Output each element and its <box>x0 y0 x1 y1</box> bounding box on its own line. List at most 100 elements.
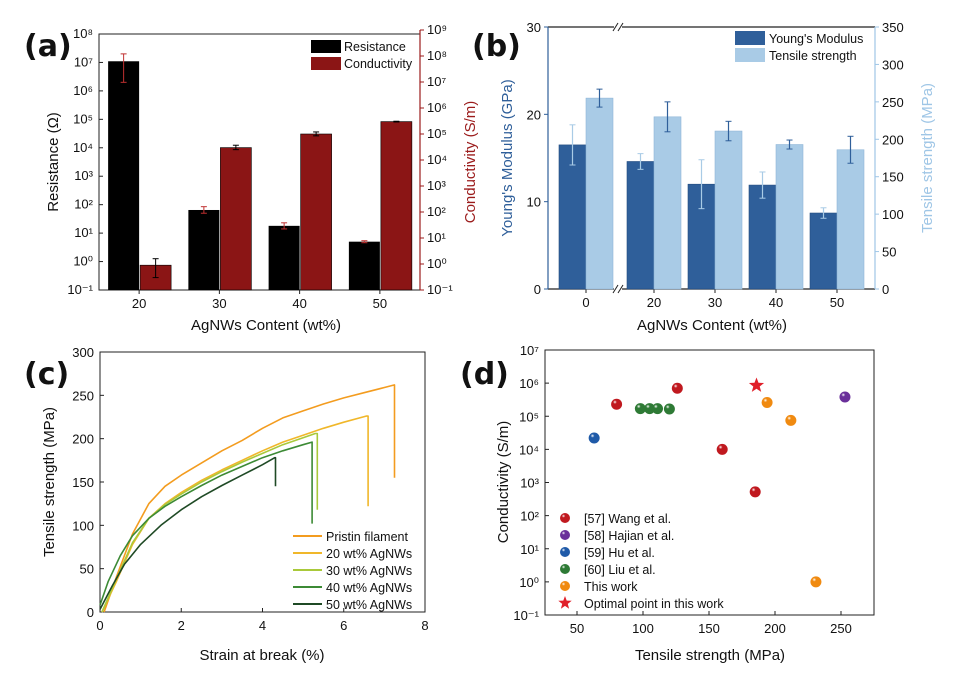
panel-a-ytick-label: 10⁴ <box>73 140 93 155</box>
panel-d-ytick-label: 10⁶ <box>519 376 539 391</box>
panel-a-xtick-label: 50 <box>373 296 387 311</box>
panel-a-ytick-label: 10² <box>74 197 93 212</box>
errorbar-tensile-strength <box>786 139 793 150</box>
panel-a-y2tick-label: 10⁶ <box>427 100 447 115</box>
panel-c-stress-strain: Strain at break (%) Tensile strength (MP… <box>41 345 429 664</box>
panel-a-ylabel: Resistance (Ω) <box>45 112 62 212</box>
panel-a-ytick-label: 10⁰ <box>73 254 93 269</box>
panel-a-y2tick-label: 10⁸ <box>427 48 447 63</box>
panel-d-xtick-label: 150 <box>698 621 720 636</box>
panel-a-legend: Resistance Conductivity <box>311 40 413 71</box>
curve-50-wt-agnws <box>99 456 277 610</box>
panel-d-ytick-label: 10³ <box>520 476 539 491</box>
panel-d-ytick-label: 10⁴ <box>519 442 539 457</box>
axis-break-mark <box>617 22 624 32</box>
panel-a-y2label: Conductivity (S/m) <box>462 101 479 224</box>
panel-a-ytick-label: 10¹ <box>74 225 93 240</box>
panel-c-xtick-label: 8 <box>421 618 428 633</box>
panel-b-y2tick-label: 150 <box>882 170 904 185</box>
legend-label-youngs-modulus: Young's Modulus <box>769 32 863 46</box>
axis-break-gap <box>614 285 622 293</box>
panel-a-y2tick-label: 10⁵ <box>427 126 447 141</box>
bar-resistance <box>108 61 140 290</box>
panel-d-ytick-label: 10⁷ <box>520 343 539 358</box>
point-optimal-point-in-this-work <box>748 377 765 392</box>
point-57-wang-et-al <box>716 443 728 455</box>
panel-label-d: (d) <box>460 357 509 392</box>
bar-tensile-strength <box>836 149 865 290</box>
panel-c-ytick-label: 150 <box>72 475 94 490</box>
errorbar-tensile-strength <box>596 88 603 108</box>
errorbar-resistance <box>361 240 368 244</box>
panel-b-xtick-label: 20 <box>647 295 661 310</box>
panel-b-xtick-label: 0 <box>582 295 589 310</box>
panel-b-xtick-label: 50 <box>830 295 844 310</box>
errorbar-conductivity <box>313 131 320 137</box>
errorbar-youngs-modulus <box>569 124 576 166</box>
panel-a-y2tick-label: 10² <box>427 204 446 219</box>
panel-d-ytick-label: 10⁵ <box>519 409 539 424</box>
errorbar-conductivity <box>232 144 239 151</box>
point-60-liu-et-al <box>644 403 656 415</box>
legend-marker-57-wang-et-al <box>560 513 570 523</box>
point-60-liu-et-al <box>652 403 664 415</box>
panel-d-xtick-label: 250 <box>830 621 852 636</box>
legend-marker-60-liu-et-al <box>560 564 570 574</box>
panel-c-xtick-label: 4 <box>259 618 266 633</box>
panel-a-y2tick-label: 10³ <box>427 178 446 193</box>
legend-swatch-youngs-modulus <box>735 31 765 45</box>
errorbar-conductivity <box>393 120 400 123</box>
errorbar-youngs-modulus <box>637 153 644 170</box>
legend-label-conductivity: Conductivity <box>344 57 413 71</box>
curve-40-wt-agnws <box>99 441 313 606</box>
bar-tensile-strength <box>714 130 743 290</box>
axis-break-gap <box>614 23 622 31</box>
legend-marker-59-hu-et-al <box>560 547 570 557</box>
axis-break-mark <box>612 284 619 294</box>
legend-label-20-wt-agnws: 20 wt% AgNWs <box>326 547 412 561</box>
panel-a-ytick-label: 10⁷ <box>74 54 93 69</box>
legend-label-30-wt-agnws: 30 wt% AgNWs <box>326 564 412 578</box>
errorbar-resistance <box>120 53 127 83</box>
panel-label-a: (a) <box>24 29 72 64</box>
legend-marker-58-hajian-et-al <box>560 530 570 540</box>
bar-youngs-modulus <box>748 184 777 290</box>
panel-label-b: (b) <box>472 29 521 64</box>
point-this-work <box>761 397 773 409</box>
panel-b-modulus-strength: AgNWs Content (wt%) Young's Modulus (GPa… <box>499 20 936 334</box>
panel-c-xtick-label: 6 <box>340 618 347 633</box>
errorbar-resistance <box>281 222 288 230</box>
panel-b-ylabel: Young's Modulus (GPa) <box>499 79 516 236</box>
panel-a-xtick-label: 40 <box>292 296 306 311</box>
errorbar-tensile-strength <box>725 120 732 142</box>
curve-pristin-filament <box>103 384 396 613</box>
panel-c-ytick-label: 100 <box>72 518 94 533</box>
legend-swatch-tensile-strength <box>735 48 765 62</box>
legend-label-50-wt-agnws: 50 wt% AgNWs <box>326 598 412 612</box>
panel-label-c: (c) <box>24 357 69 392</box>
panel-a-y2tick-label: 10⁹ <box>427 22 447 37</box>
bar-youngs-modulus <box>809 212 838 290</box>
legend-marker-this-work <box>560 581 570 591</box>
bar-tensile-strength <box>585 97 614 290</box>
panel-b-xtick-label: 30 <box>708 295 722 310</box>
panel-d-ytick-label: 10¹ <box>520 542 539 557</box>
point-57-wang-et-al <box>611 398 623 410</box>
panel-a-ytick-label: 10⁵ <box>73 111 93 126</box>
panel-d-ytick-label: 10⁰ <box>519 575 539 590</box>
axis-break-mark <box>617 284 624 294</box>
legend-label-optimal-point-in-this-work: Optimal point in this work <box>584 597 724 611</box>
panel-c-ytick-label: 200 <box>72 432 94 447</box>
panel-a-ytick-label: 10³ <box>74 168 93 183</box>
panel-a-xlabel: AgNWs Content (wt%) <box>191 317 341 334</box>
panel-a-ytick-label: 10⁻¹ <box>67 282 93 297</box>
point-58-hajian-et-al <box>839 391 851 403</box>
axis-break-mark <box>612 22 619 32</box>
panel-b-legend: Young's Modulus Tensile strength <box>735 31 863 63</box>
bar-resistance <box>188 209 220 290</box>
legend-swatch-conductivity <box>311 57 341 70</box>
panel-a-resistance-conductivity: AgNWs Content (wt%) Resistance (Ω) Condu… <box>45 22 479 334</box>
point-60-liu-et-al <box>634 403 646 415</box>
panel-c-xtick-label: 2 <box>178 618 185 633</box>
